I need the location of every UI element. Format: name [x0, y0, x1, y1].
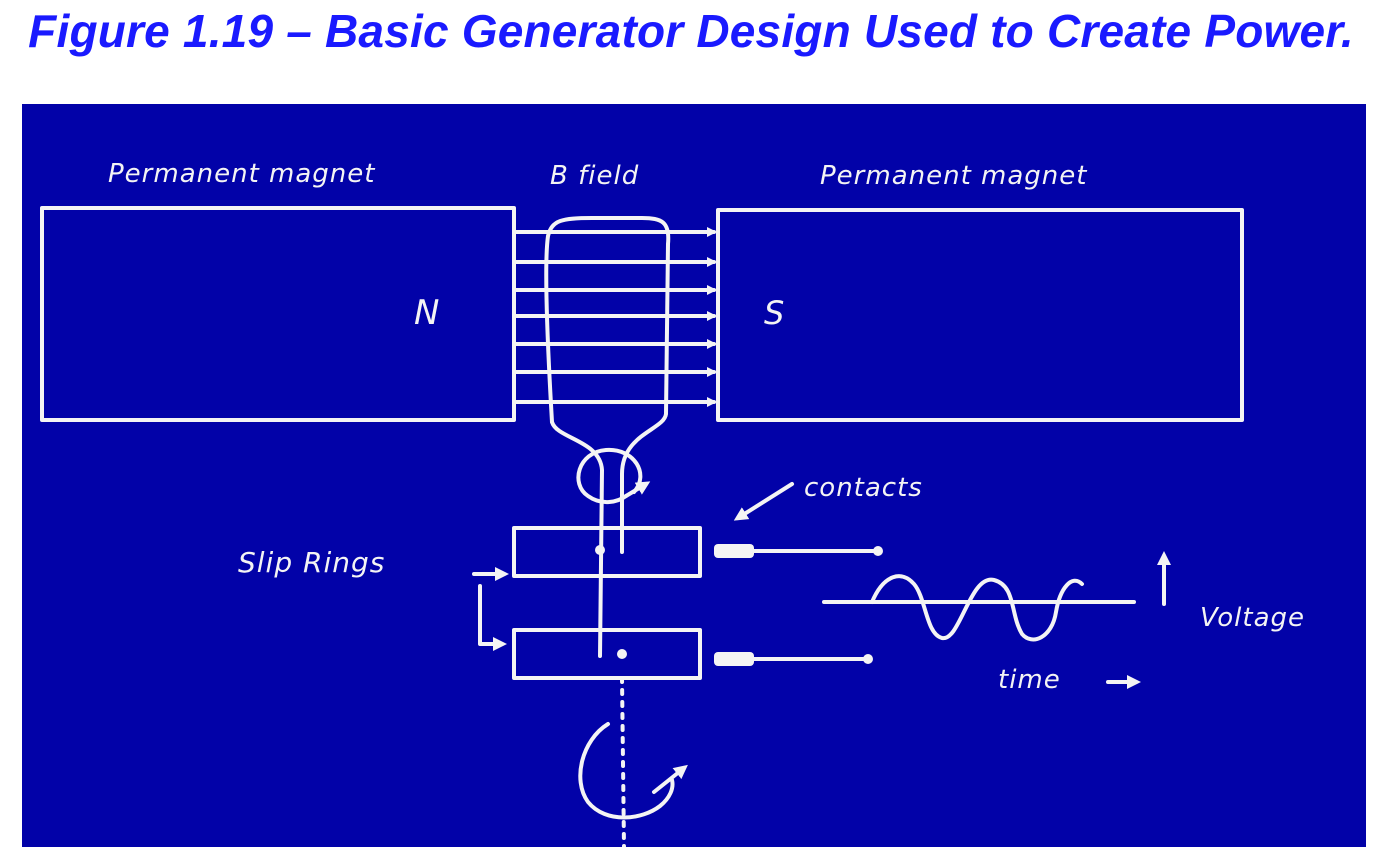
label-b-field: B field	[550, 161, 639, 191]
generator-diagram: Permanent magnet B field Permanent magne…	[40, 159, 1305, 847]
rotation-arrow-upper	[576, 447, 643, 504]
brush-upper	[714, 544, 754, 558]
rotation-arrowhead-lower	[652, 764, 688, 794]
pole-north: N	[414, 293, 440, 333]
rotor-shaft	[620, 676, 626, 847]
rotation-arrow-lower	[578, 722, 675, 820]
label-magnet-left: Permanent magnet	[108, 159, 375, 189]
label-voltage: Voltage	[1200, 603, 1305, 633]
armature-coil	[544, 216, 671, 554]
pole-south: S	[764, 294, 785, 332]
label-magnet-right: Permanent magnet	[820, 161, 1087, 191]
terminal-lower	[863, 654, 873, 664]
label-slip-rings: Slip Rings	[238, 546, 385, 579]
contacts-pointer	[733, 482, 794, 521]
figure-title: Figure 1.19 – Basic Generator Design Use…	[28, 5, 1354, 57]
voltage-waveform	[870, 574, 1084, 642]
armature-coil-lead	[550, 420, 604, 658]
ring-junction-upper	[595, 545, 605, 555]
label-contacts: contacts	[804, 473, 923, 503]
label-time: time	[998, 665, 1061, 695]
terminal-upper	[873, 546, 883, 556]
magnet-left	[40, 206, 516, 422]
brush-lower	[714, 652, 754, 666]
slip-ring-lower	[512, 628, 702, 680]
slip-rings-pointer-lower	[478, 584, 507, 651]
magnet-right	[716, 208, 1244, 422]
rotation-arrowhead-upper	[624, 481, 651, 498]
chalkboard-diagram: Permanent magnet B field Permanent magne…	[22, 104, 1366, 847]
slip-ring-upper	[512, 526, 702, 578]
ring-junction-lower	[617, 649, 627, 659]
